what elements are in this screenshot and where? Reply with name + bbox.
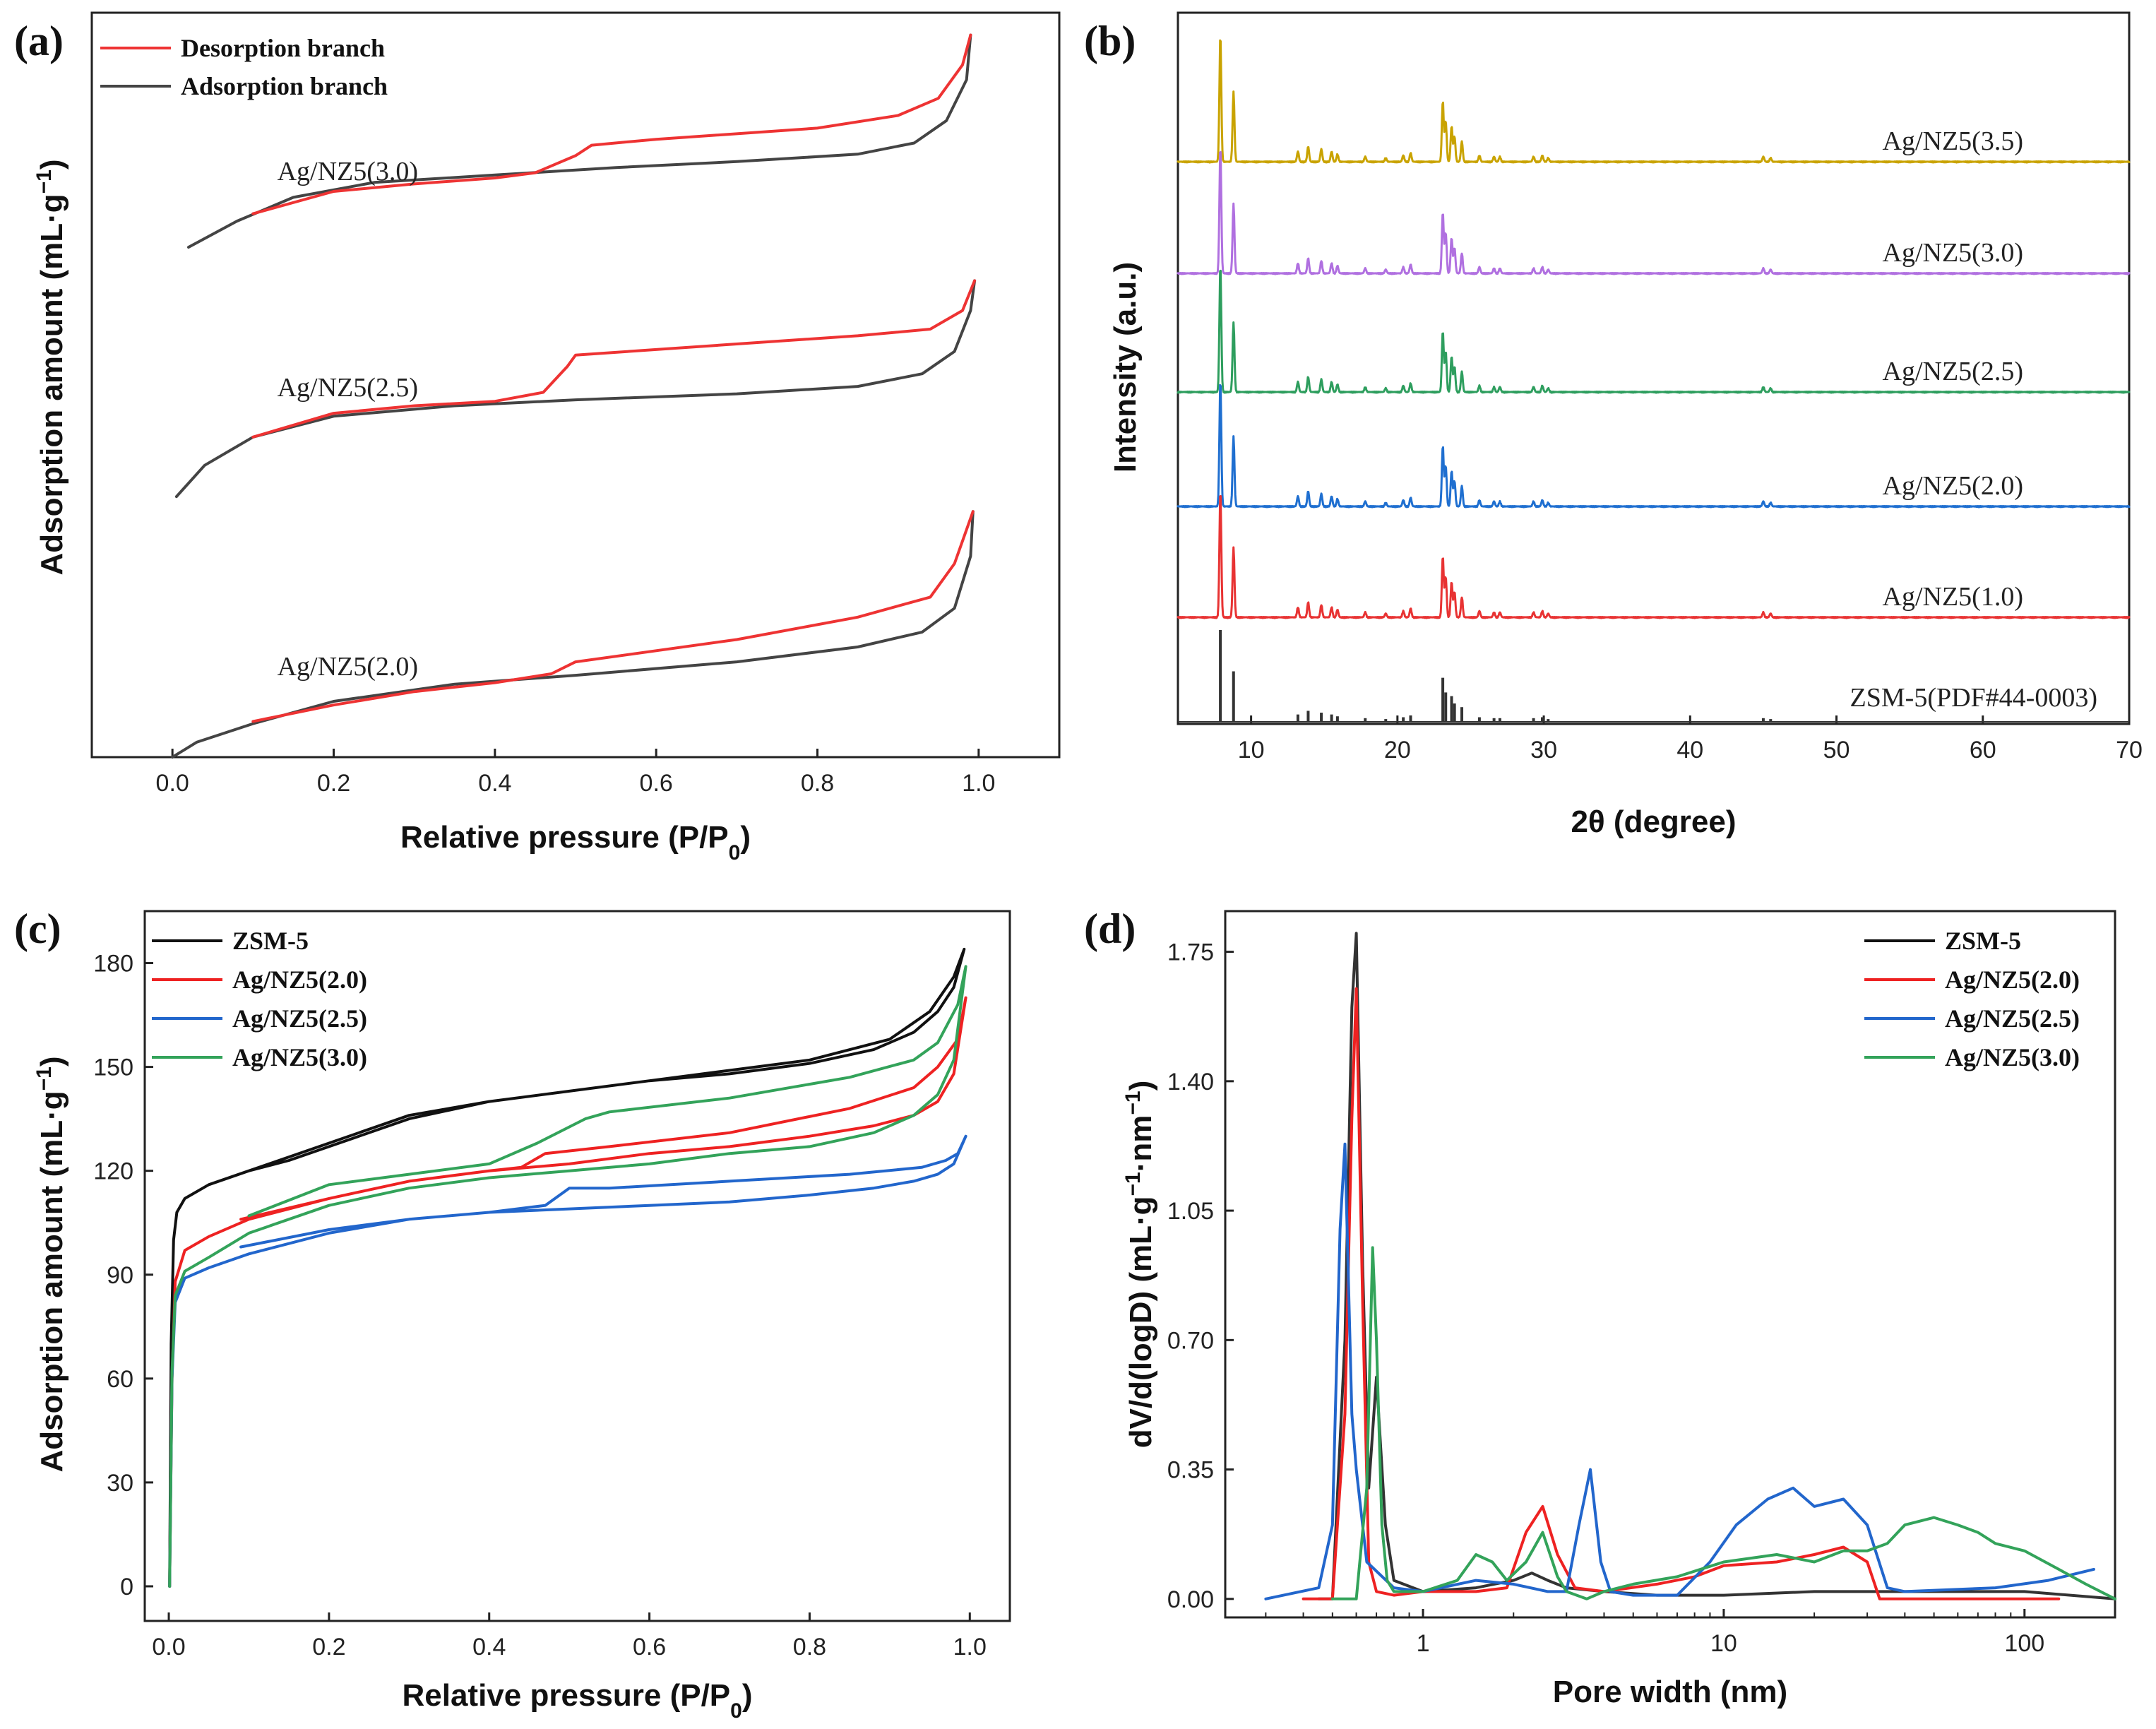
panel-label-c: (c)	[14, 905, 61, 952]
panel-d-x-tick-label: 1	[1417, 1630, 1430, 1657]
panel-c-legend-label: ZSM-5	[232, 927, 309, 955]
panel-d-y-tick-label: 1.75	[1167, 939, 1214, 966]
isotherm-line	[187, 33, 972, 249]
xrd-sample-label: Ag/NZ5(2.0)	[1883, 471, 2023, 501]
panel-b-x-tick-label: 70	[2116, 737, 2143, 764]
xrd-sample-label: Ag/NZ5(2.5)	[1883, 357, 2023, 386]
sample-label: Ag/NZ5(2.0)	[278, 652, 418, 682]
panel-c-x-tick-label: 0.0	[152, 1634, 185, 1660]
plot-frame	[143, 910, 1011, 1622]
panel-b-x-tick-label: 20	[1384, 737, 1411, 764]
x-axis-label: Pore width (nm)	[1553, 1675, 1787, 1709]
plot-frame	[1224, 910, 2116, 1619]
panel-c-x-tick-label: 0.4	[472, 1634, 506, 1660]
panel-a: 0.0 0.2 0.4 0.6 0.8 1.0 Ag/NZ5(3.0) Ag/NZ5(2.5)…	[32, 11, 1061, 864]
panel-c-x-tick-label: 0.6	[633, 1634, 666, 1660]
x-axis-label: Relative pressure (P/P0)	[402, 1678, 752, 1723]
panel-c-x-tick-label: 0.2	[312, 1634, 345, 1660]
plot-frame	[1177, 11, 2131, 725]
panel-label-d: (d)	[1084, 905, 1136, 952]
panel-c-y-tick-label: 120	[93, 1158, 133, 1185]
panel-d-y-tick-label: 0.70	[1167, 1327, 1214, 1354]
panel-label-b: (b)	[1084, 18, 1136, 64]
xrd-pattern-line	[1177, 384, 2131, 509]
panel-b-x-tick-label: 40	[1676, 737, 1703, 764]
panel-a-x-tick-label: 1.0	[962, 770, 995, 797]
panel-a-x-tick-label: 0.4	[478, 770, 511, 797]
xrd-pattern-line	[1177, 150, 2131, 275]
panel-a-legend-label: Desorption branch	[181, 34, 385, 62]
pore-distribution-line	[1264, 1142, 2095, 1600]
panel-c-y-tick-label: 90	[107, 1262, 133, 1289]
panel-c-y-tick-label: 60	[107, 1366, 133, 1393]
xrd-sample-label: Ag/NZ5(1.0)	[1883, 582, 2023, 612]
panel-c-legend-label: Ag/NZ5(3.0)	[232, 1043, 367, 1071]
panel-d-y-tick-label: 0.35	[1167, 1457, 1214, 1484]
panel-b-x-tick-label: 30	[1530, 737, 1557, 764]
panel-a-x-tick-label: 0.8	[801, 770, 834, 797]
panel-c-y-tick-label: 30	[107, 1470, 133, 1497]
y-axis-label: dV/d(logD) (mL·g−1·nm−1)	[1121, 1081, 1159, 1449]
panel-c: 0.0 0.2 0.4 0.6 0.8 1.0 0 30 60 90 120 150 180 ZSM-5 A…	[32, 910, 1011, 1723]
panel-d-legend-label: ZSM-5	[1945, 927, 2021, 955]
isotherm-line	[168, 1134, 967, 1588]
y-axis-label: Adsorption amount (mL·g−1)	[32, 1056, 70, 1472]
sample-label: Ag/NZ5(2.5)	[278, 373, 418, 403]
panel-b-x-tick-label: 60	[1970, 737, 1996, 764]
panel-d-y-tick-label: 0.00	[1167, 1586, 1214, 1613]
x-axis-label: Relative pressure (P/P0)	[400, 820, 751, 864]
pore-distribution-line	[1317, 932, 2116, 1600]
panel-b-x-tick-label: 50	[1823, 737, 1850, 764]
panel-label-a: (a)	[14, 18, 64, 64]
panel-d-y-tick-label: 1.40	[1167, 1069, 1214, 1095]
panel-a-legend-label: Adsorption branch	[181, 72, 388, 100]
isotherm-line	[251, 510, 975, 723]
isotherm-line	[251, 279, 977, 439]
isotherm-line	[171, 510, 975, 759]
panel-d-legend-label: Ag/NZ5(2.0)	[1945, 965, 2080, 994]
panel-d-legend-label: Ag/NZ5(3.0)	[1945, 1043, 2080, 1071]
panel-c-legend-label: Ag/NZ5(2.0)	[232, 965, 367, 994]
plot-frame	[90, 11, 1061, 759]
xrd-sample-label: Ag/NZ5(3.0)	[1883, 238, 2023, 268]
isotherm-line	[174, 279, 977, 499]
pore-distribution-line	[1330, 1246, 2116, 1600]
panel-b: 10 20 30 40 50 60 70 Ag/NZ5(3.5) Ag/NZ5(3.0) Ag/N…	[1108, 11, 2143, 839]
panel-d-x-tick-label: 100	[2004, 1630, 2044, 1657]
panel-d-y-tick-label: 1.05	[1167, 1198, 1214, 1225]
isotherm-line	[168, 965, 967, 1588]
panel-c-y-tick-label: 180	[93, 951, 133, 978]
xrd-pattern-line	[1177, 269, 2131, 394]
xrd-sample-label: Ag/NZ5(3.5)	[1883, 126, 2023, 156]
pore-distribution-line	[1302, 987, 2061, 1600]
panel-d-legend-label: Ag/NZ5(2.5)	[1945, 1004, 2080, 1033]
panel-c-legend-label: Ag/NZ5(2.5)	[232, 1004, 367, 1033]
panel-a-x-tick-label: 0.2	[317, 770, 350, 797]
panel-b-x-tick-label: 10	[1238, 737, 1265, 764]
xrd-pattern-line	[1177, 495, 2131, 619]
panel-c-x-tick-label: 0.8	[793, 1634, 826, 1660]
panel-c-y-tick-label: 0	[120, 1574, 133, 1600]
x-axis-label: 2θ (degree)	[1571, 804, 1736, 839]
reference-label: ZSM-5(PDF#44-0003)	[1850, 683, 2097, 713]
isotherm-line	[168, 996, 967, 1588]
y-axis-label: Intensity (a.u.)	[1108, 262, 1143, 473]
isotherm-line	[168, 947, 966, 1588]
panel-c-x-tick-label: 1.0	[953, 1634, 987, 1660]
y-axis-label: Adsorption amount (mL·g−1)	[32, 159, 70, 575]
panel-a-x-tick-label: 0.0	[156, 770, 189, 797]
panel-c-y-tick-label: 150	[93, 1054, 133, 1081]
panel-d: 1 10 100 0.00 0.35 0.70 1.05 1.40 1.75 ZSM-5 Ag/NZ…	[1121, 910, 2116, 1709]
panel-d-x-tick-label: 10	[1710, 1630, 1737, 1657]
sample-label: Ag/NZ5(3.0)	[278, 157, 418, 186]
xrd-pattern-line	[1177, 39, 2131, 164]
panel-a-x-tick-label: 0.6	[640, 770, 673, 797]
isotherm-line	[251, 33, 972, 215]
